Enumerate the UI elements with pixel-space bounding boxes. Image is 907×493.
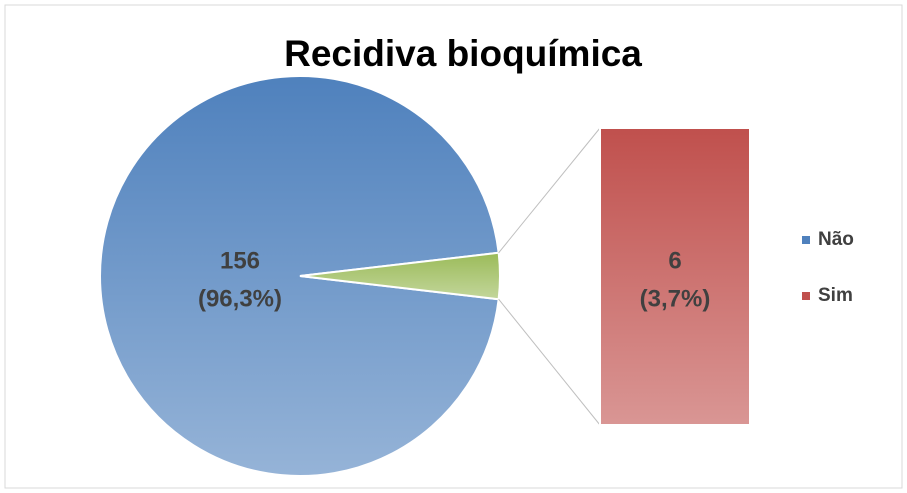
legend-swatch xyxy=(802,292,810,300)
legend-swatch xyxy=(802,236,810,244)
legend-box xyxy=(780,205,880,325)
connector xyxy=(498,127,601,254)
chart-title: Recidiva bioquímica xyxy=(284,33,642,74)
legend-label: Sim xyxy=(818,285,853,306)
data-label: 6 xyxy=(668,247,681,274)
pie-slice-shade xyxy=(99,75,499,477)
legend-label: Não xyxy=(818,229,854,250)
data-label: (3,7%) xyxy=(640,285,711,312)
data-label: 156 xyxy=(220,247,260,274)
data-label: (96,3%) xyxy=(198,285,282,312)
connector xyxy=(498,298,601,426)
pie-slice-shade xyxy=(300,252,500,300)
bar-shade xyxy=(600,128,750,425)
